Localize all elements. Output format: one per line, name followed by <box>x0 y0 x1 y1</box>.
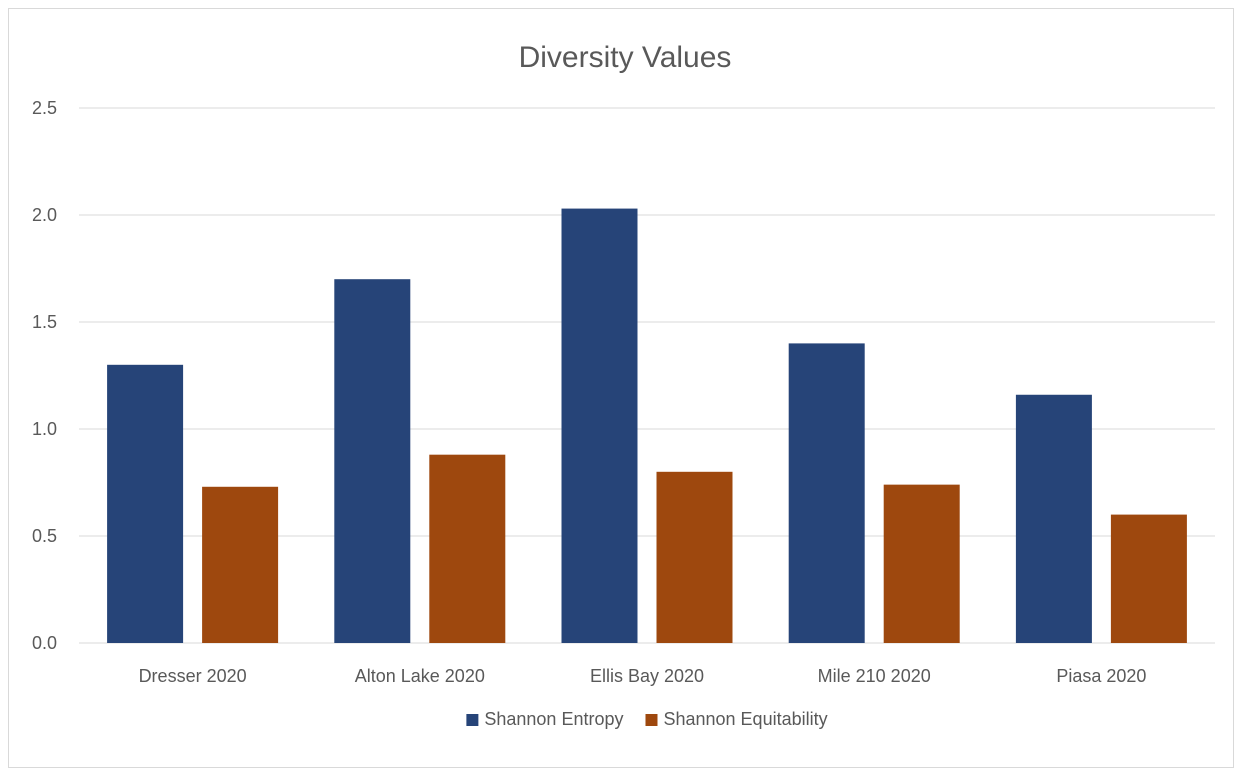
x-category-label: Dresser 2020 <box>139 666 247 686</box>
chart-title: Diversity Values <box>519 41 732 74</box>
y-tick-label: 2.0 <box>32 205 57 225</box>
bar-shannon-equitability <box>429 454 506 643</box>
bar-shannon-equitability <box>202 486 279 643</box>
y-tick-label: 1.5 <box>32 312 57 332</box>
bar-shannon-entropy <box>561 208 638 643</box>
x-category-label: Ellis Bay 2020 <box>590 666 704 686</box>
x-category-label: Mile 210 2020 <box>818 666 931 686</box>
bar-shannon-entropy <box>788 343 865 643</box>
legend-item: Shannon Equitability <box>645 709 828 729</box>
bars <box>107 208 1187 643</box>
bar-shannon-entropy <box>1015 394 1092 643</box>
y-tick-label: 1.0 <box>32 419 57 439</box>
y-tick-label: 0.0 <box>32 633 57 653</box>
legend-swatch <box>466 714 479 726</box>
legend-label: Shannon Equitability <box>663 709 827 729</box>
chart-frame: Diversity Values 0.0 0.5 1.0 1.5 2.0 2.5 Dres… <box>8 8 1234 768</box>
y-tick-label: 2.5 <box>32 98 57 118</box>
x-category-label: Alton Lake 2020 <box>355 666 485 686</box>
y-tick-label: 0.5 <box>32 526 57 546</box>
bar-shannon-equitability <box>1110 514 1187 643</box>
chart-canvas: Diversity Values 0.0 0.5 1.0 1.5 2.0 2.5 Dres… <box>32 41 1215 729</box>
bar-shannon-equitability <box>656 471 733 643</box>
legend: Shannon Entropy Shannon Equitability <box>466 709 828 729</box>
legend-label: Shannon Entropy <box>484 709 623 729</box>
x-axis-categories: Dresser 2020 Alton Lake 2020 Ellis Bay 202… <box>139 666 1147 686</box>
bar-shannon-entropy <box>334 279 411 643</box>
bar-shannon-equitability <box>883 484 960 643</box>
y-axis-ticks: 0.0 0.5 1.0 1.5 2.0 2.5 <box>32 98 57 653</box>
legend-item: Shannon Entropy <box>466 709 623 729</box>
legend-swatch <box>645 714 658 726</box>
x-category-label: Piasa 2020 <box>1056 666 1146 686</box>
bar-shannon-entropy <box>107 364 184 643</box>
